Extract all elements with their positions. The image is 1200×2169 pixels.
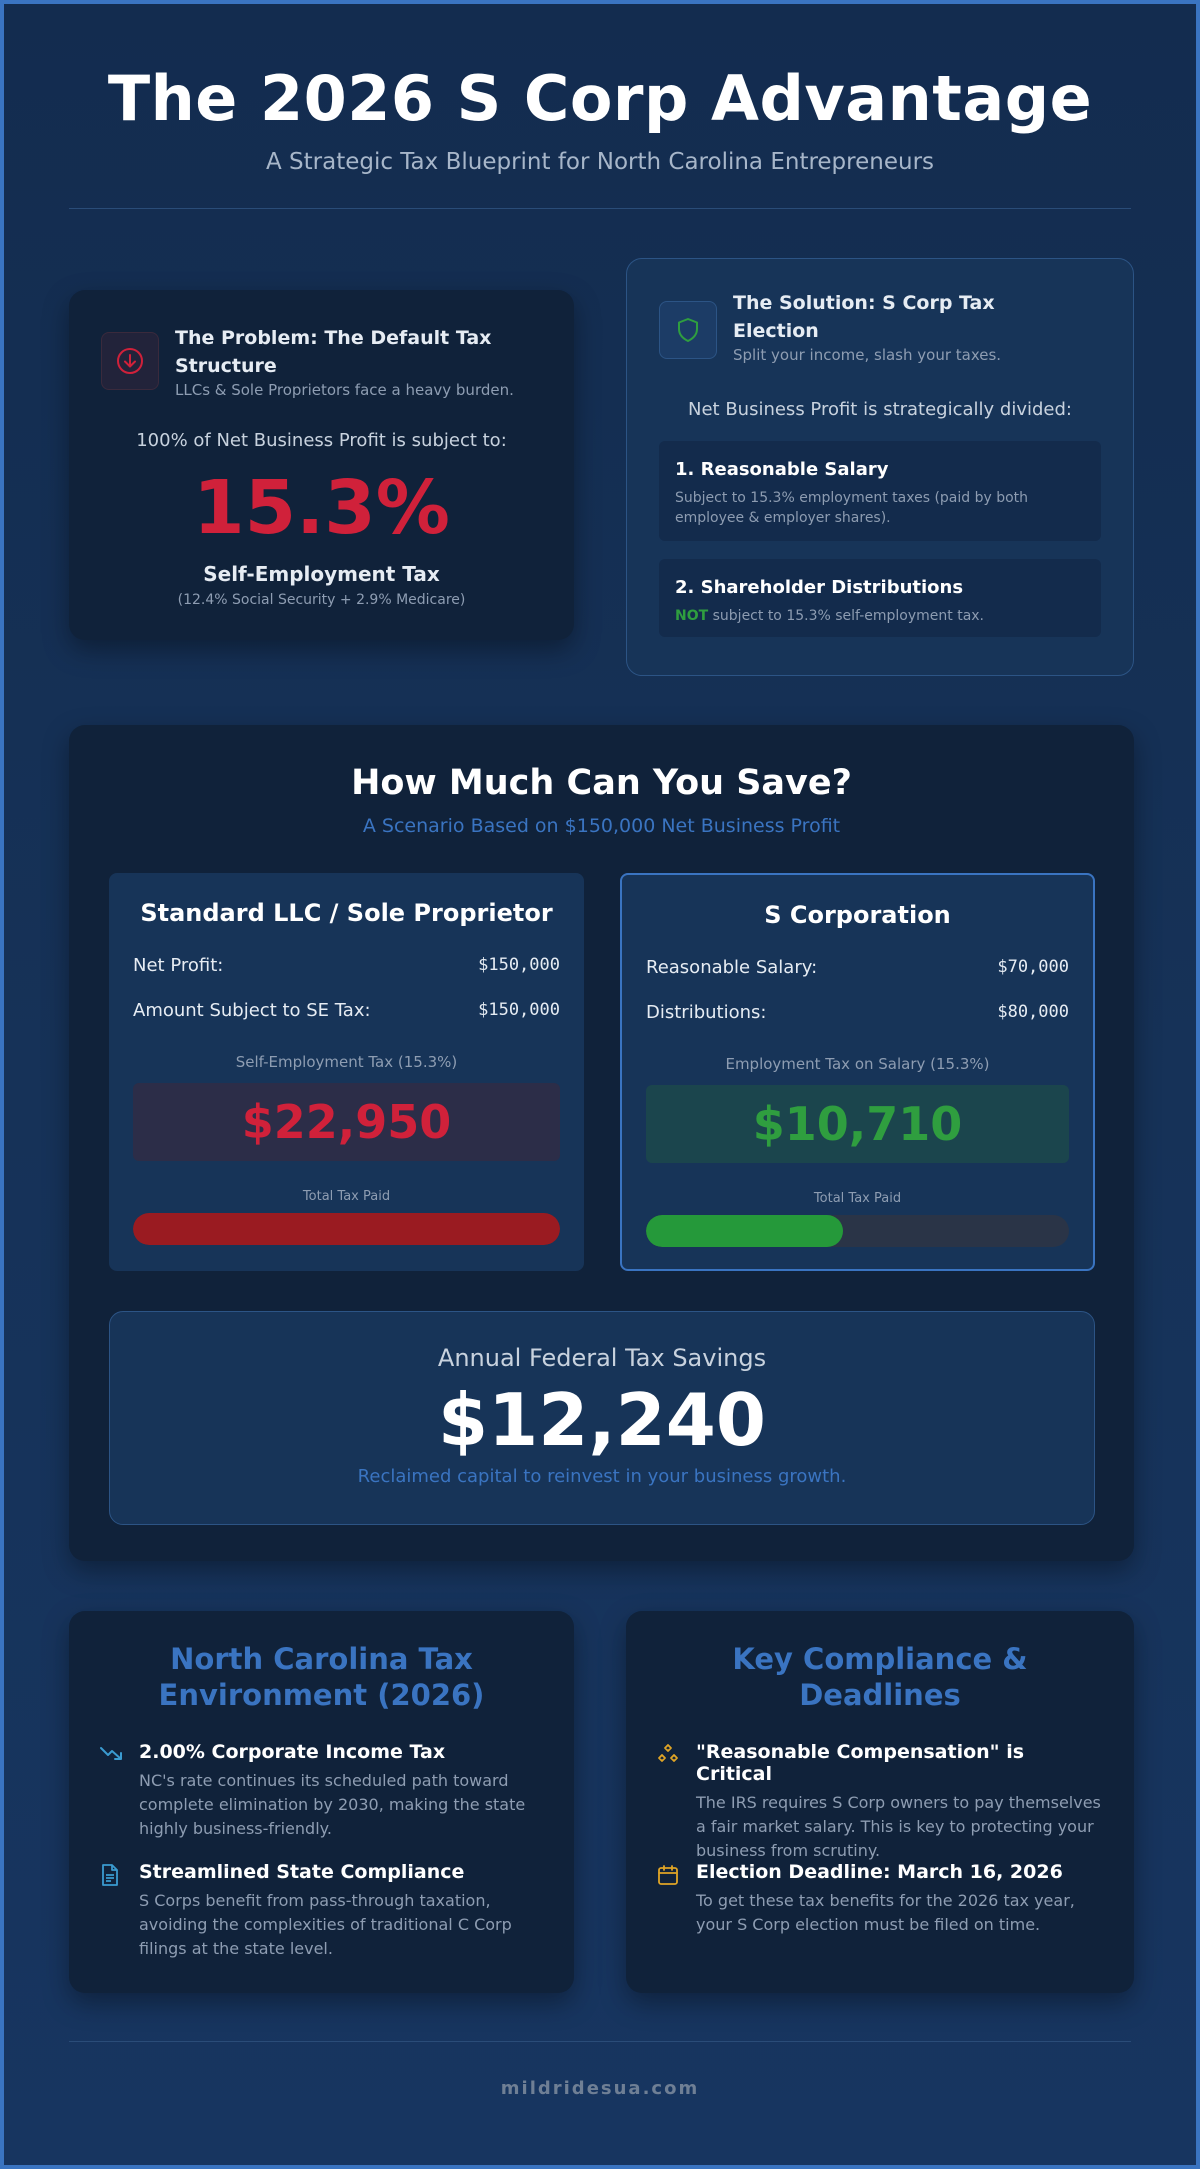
compliance-title: Key Compliance & Deadlines — [626, 1641, 1134, 1713]
savings-section: How Much Can You Save? A Scenario Based … — [69, 725, 1134, 1561]
nc-title: North Carolina Tax Environment (2026) — [69, 1641, 574, 1713]
llc-row-net-profit: Net Profit: $150,000 — [133, 955, 560, 976]
arrow-down-circle-icon — [117, 348, 143, 374]
solution-subtitle: Split your income, slash your taxes. — [733, 346, 1002, 364]
trending-down-icon — [100, 1747, 122, 1760]
calendar-icon — [658, 1865, 678, 1885]
distributions-desc-text: subject to 15.3% self-employment tax. — [708, 608, 985, 624]
llc-bar-label: Total Tax Paid — [302, 1189, 391, 1204]
total-savings-value: $12,240 — [438, 1378, 766, 1462]
scorp-tax-value: $10,710 — [646, 1085, 1069, 1163]
scorp-row-salary: Reasonable Salary: $70,000 — [646, 957, 1069, 978]
compliance-item-text: Election Deadline: March 16, 2026 To get… — [696, 1861, 1104, 1937]
nc-item-icon-wrap — [99, 1861, 139, 1961]
nc-item-text: Streamlined State Compliance S Corps ben… — [139, 1861, 544, 1961]
document-icon — [102, 1864, 118, 1886]
llc-tax-value: $22,950 — [133, 1083, 560, 1161]
nc-item-title: Streamlined State Compliance — [139, 1861, 465, 1883]
compliance-item-deadline: Election Deadline: March 16, 2026 To get… — [656, 1861, 1104, 1937]
compliance-item-desc: To get these tax benefits for the 2026 t… — [696, 1891, 1075, 1934]
problem-intro: 100% of Net Business Profit is subject t… — [136, 430, 507, 451]
solution-item-salary: 1. Reasonable Salary Subject to 15.3% em… — [659, 441, 1101, 541]
llc-bar-fill — [133, 1213, 560, 1245]
problem-tax-name: Self-Employment Tax — [203, 562, 440, 586]
compliance-item-title: Election Deadline: March 16, 2026 — [696, 1861, 1063, 1883]
llc-row-label: Net Profit: — [133, 955, 224, 976]
distributions-title: 2. Shareholder Distributions — [675, 577, 964, 598]
solution-title-line2: Election — [733, 320, 819, 342]
solution-intro: Net Business Profit is strategically div… — [688, 399, 1072, 420]
scorp-panel: S Corporation Reasonable Salary: $70,000… — [620, 873, 1095, 1271]
nc-item-desc: S Corps benefit from pass-through taxati… — [139, 1891, 512, 1958]
solution-title: The Solution: S Corp Tax Election Split … — [733, 289, 1113, 365]
page-title: The 2026 S Corp Advantage — [107, 62, 1093, 135]
problem-title-line1: The Problem: The Default Tax — [175, 327, 492, 349]
compliance-item-title: "Reasonable Compensation" is Critical — [696, 1741, 1025, 1785]
scorp-row-distributions: Distributions: $80,000 — [646, 1002, 1069, 1023]
llc-row-value: $150,000 — [478, 955, 560, 975]
nc-item-compliance: Streamlined State Compliance S Corps ben… — [99, 1861, 544, 1961]
nc-title-line2: Environment (2026) — [158, 1678, 485, 1712]
problem-title-line2: Structure — [175, 355, 277, 377]
compliance-item-desc: The IRS requires S Corp owners to pay th… — [696, 1793, 1101, 1860]
compliance-title-line1: Key Compliance & — [732, 1642, 1028, 1676]
total-savings-note: Reclaimed capital to reinvest in your bu… — [357, 1466, 847, 1487]
shield-icon — [678, 318, 698, 342]
scorp-title: S Corporation — [764, 901, 951, 929]
footer-divider — [69, 2041, 1131, 2042]
savings-subtitle: A Scenario Based on $150,000 Net Busines… — [362, 815, 841, 837]
problem-title: The Problem: The Default Tax Structure L… — [175, 324, 554, 400]
total-savings-label: Annual Federal Tax Savings — [437, 1344, 767, 1372]
header-divider — [69, 208, 1131, 209]
diamonds-icon — [658, 1744, 678, 1762]
compliance-item-icon-wrap — [656, 1741, 696, 1863]
llc-panel: Standard LLC / Sole Proprietor Net Profi… — [109, 873, 584, 1271]
solution-title-line1: The Solution: S Corp Tax — [733, 292, 995, 314]
nc-item-corporate-tax: 2.00% Corporate Income Tax NC's rate con… — [99, 1741, 544, 1841]
llc-bar-track — [133, 1213, 560, 1245]
compliance-item-icon-wrap — [656, 1861, 696, 1937]
salary-desc: Subject to 15.3% employment taxes (paid … — [675, 490, 1029, 526]
scorp-row-label: Reasonable Salary: — [646, 957, 818, 978]
problem-tax-detail: (12.4% Social Security + 2.9% Medicare) — [177, 592, 466, 608]
llc-row-se-amount: Amount Subject to SE Tax: $150,000 — [133, 1000, 560, 1021]
scorp-row-label: Distributions: — [646, 1002, 767, 1023]
scorp-bar-fill — [646, 1215, 844, 1247]
nc-item-icon-wrap — [99, 1741, 139, 1841]
not-highlight: NOT — [675, 608, 709, 624]
scorp-row-value: $80,000 — [997, 1002, 1069, 1022]
nc-card: North Carolina Tax Environment (2026) 2.… — [69, 1611, 574, 1993]
llc-tax-label: Self-Employment Tax (15.3%) — [235, 1053, 458, 1071]
solution-item-distributions: 2. Shareholder Distributions NOT subject… — [659, 559, 1101, 637]
footer-site[interactable]: mildridesua.com — [500, 2078, 700, 2099]
compliance-item-compensation: "Reasonable Compensation" is Critical Th… — [656, 1741, 1104, 1863]
scorp-bar-label: Total Tax Paid — [813, 1191, 902, 1206]
problem-card: The Problem: The Default Tax Structure L… — [69, 290, 574, 640]
salary-title: 1. Reasonable Salary — [675, 459, 889, 480]
scorp-tax-label: Employment Tax on Salary (15.3%) — [725, 1055, 990, 1073]
problem-subtitle: LLCs & Sole Proprietors face a heavy bur… — [175, 381, 514, 399]
page-subtitle: A Strategic Tax Blueprint for North Caro… — [265, 149, 935, 175]
scorp-bar-track — [646, 1215, 1069, 1247]
nc-item-title: 2.00% Corporate Income Tax — [139, 1741, 446, 1763]
problem-rate: 15.3% — [193, 465, 450, 551]
nc-item-text: 2.00% Corporate Income Tax NC's rate con… — [139, 1741, 544, 1841]
compliance-item-text: "Reasonable Compensation" is Critical Th… — [696, 1741, 1104, 1863]
solution-card: The Solution: S Corp Tax Election Split … — [626, 258, 1134, 676]
savings-title: How Much Can You Save? — [351, 763, 852, 803]
compliance-card: Key Compliance & Deadlines "Reasonable C… — [626, 1611, 1134, 1993]
llc-title: Standard LLC / Sole Proprietor — [140, 899, 553, 927]
total-savings-box: Annual Federal Tax Savings $12,240 Recla… — [109, 1311, 1095, 1525]
scorp-row-value: $70,000 — [997, 957, 1069, 977]
problem-icon-box — [101, 332, 159, 390]
compliance-title-line2: Deadlines — [799, 1678, 961, 1712]
solution-icon-box — [659, 301, 717, 359]
llc-row-value: $150,000 — [478, 1000, 560, 1020]
nc-title-line1: North Carolina Tax — [170, 1642, 473, 1676]
distributions-desc: NOT subject to 15.3% self-employment tax… — [675, 606, 1085, 626]
llc-row-label: Amount Subject to SE Tax: — [133, 1000, 371, 1021]
header: The 2026 S Corp Advantage A Strategic Ta… — [4, 4, 1196, 175]
nc-item-desc: NC's rate continues its scheduled path t… — [139, 1771, 526, 1838]
